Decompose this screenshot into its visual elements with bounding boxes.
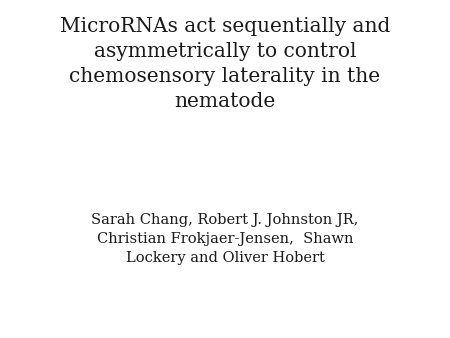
Text: MicroRNAs act sequentially and
asymmetrically to control
chemosensory laterality: MicroRNAs act sequentially and asymmetri… xyxy=(60,17,390,111)
Text: Sarah Chang, Robert J. Johnston JR,
Christian Frokjaer-Jensen,  Shawn
Lockery an: Sarah Chang, Robert J. Johnston JR, Chri… xyxy=(91,213,359,265)
